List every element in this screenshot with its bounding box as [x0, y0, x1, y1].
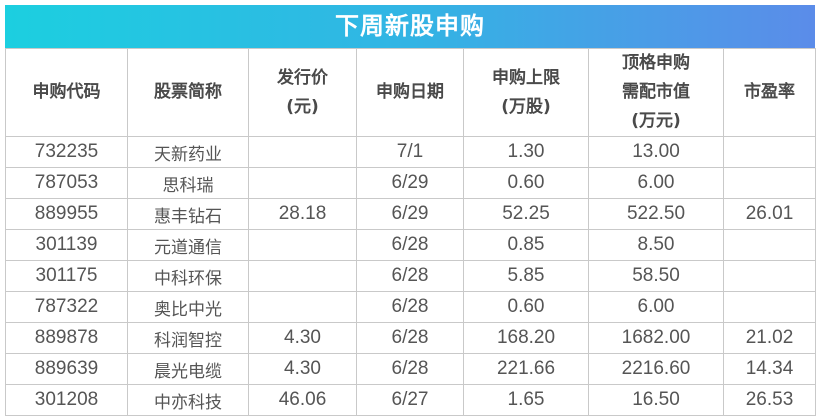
cell-name: 奥比中光	[127, 291, 249, 323]
cell-pe: 21.02	[723, 322, 816, 354]
cell-limit: 0.85	[463, 229, 589, 261]
column-header-limit: 申购上限 (万股)	[463, 48, 589, 137]
cell-price: 4.30	[248, 353, 357, 385]
table-row: 301139 元道通信 6/28 0.85 8.50	[5, 229, 816, 261]
cell-market-value: 6.00	[588, 291, 724, 323]
cell-price	[248, 291, 357, 323]
cell-code: 787053	[5, 167, 128, 199]
column-header-line: 申购日期	[376, 82, 444, 102]
cell-name: 中亦科技	[127, 384, 249, 416]
column-header-pe: 市盈率	[723, 48, 816, 137]
column-header-name: 股票简称	[127, 48, 249, 137]
cell-market-value: 1682.00	[588, 322, 724, 354]
cell-date: 6/28	[356, 322, 464, 354]
cell-name: 元道通信	[127, 229, 249, 261]
header-row: 申购代码 股票简称 发行价 (元) 申购日期 申购上限 (万股) 顶格申购需配市值 (万元) 市盈…	[5, 48, 816, 137]
table-row: 732235 天新药业 7/1 1.30 13.00	[5, 136, 816, 168]
cell-pe: 14.34	[723, 353, 816, 385]
column-header-line: 市盈率	[744, 82, 795, 102]
cell-name: 科润智控	[127, 322, 249, 354]
cell-price: 4.30	[248, 322, 357, 354]
column-header-line: 申购代码	[32, 82, 101, 102]
cell-price: 28.18	[248, 198, 357, 230]
column-header-line: (元)	[286, 96, 319, 117]
cell-limit: 221.66	[463, 353, 589, 385]
cell-code: 301139	[5, 229, 128, 261]
cell-code: 301175	[5, 260, 128, 292]
cell-pe	[723, 229, 816, 261]
cell-name: 天新药业	[127, 136, 249, 168]
cell-date: 6/28	[356, 260, 464, 292]
cell-code: 787322	[5, 291, 128, 323]
cell-limit: 168.20	[463, 322, 589, 354]
cell-code: 301208	[5, 384, 128, 416]
cell-name: 晨光电缆	[127, 353, 249, 385]
ipo-table: 申购代码 股票简称 发行价 (元) 申购日期 申购上限 (万股) 顶格申购需配市值 (万元) 市盈…	[5, 48, 816, 416]
cell-market-value: 6.00	[588, 167, 724, 199]
cell-code: 889955	[5, 198, 128, 230]
table-row: 889955 惠丰钻石 28.18 6/29 52.25 522.50 26.01	[5, 198, 816, 230]
cell-name: 惠丰钻石	[127, 198, 249, 230]
cell-pe: 26.53	[723, 384, 816, 416]
cell-limit: 0.60	[463, 167, 589, 199]
cell-date: 6/28	[356, 291, 464, 323]
cell-pe: 26.01	[723, 198, 816, 230]
column-header-code: 申购代码	[5, 48, 128, 137]
ipo-table-container: 下周新股申购 申购代码 股票简称 发行价 (元) 申购日期 申购上限 (万股) 顶格申购需配市…	[5, 5, 816, 416]
cell-name: 思科瑞	[127, 167, 249, 199]
cell-date: 6/29	[356, 198, 464, 230]
column-header-market-value: 顶格申购需配市值 (万元)	[588, 48, 724, 137]
table-row: 889639 晨光电缆 4.30 6/28 221.66 2216.60 14.34	[5, 353, 816, 385]
table-row: 889878 科润智控 4.30 6/28 168.20 1682.00 21.02	[5, 322, 816, 354]
column-header-line: 顶格申购	[622, 53, 690, 73]
cell-limit: 1.30	[463, 136, 589, 168]
cell-name: 中科环保	[127, 260, 249, 292]
column-header-price: 发行价 (元)	[248, 48, 357, 137]
cell-price	[248, 229, 357, 261]
table-row: 301175 中科环保 6/28 5.85 58.50	[5, 260, 816, 292]
cell-pe	[723, 136, 816, 168]
cell-date: 6/29	[356, 167, 464, 199]
cell-market-value: 13.00	[588, 136, 724, 168]
cell-limit: 5.85	[463, 260, 589, 292]
cell-price: 46.06	[248, 384, 357, 416]
column-header-line: 股票简称	[154, 82, 222, 102]
cell-pe	[723, 167, 816, 199]
table-row: 787053 思科瑞 6/29 0.60 6.00	[5, 167, 816, 199]
cell-limit: 1.65	[463, 384, 589, 416]
cell-date: 6/28	[356, 229, 464, 261]
cell-date: 7/1	[356, 136, 464, 168]
column-header-line: 需配市值	[622, 82, 690, 102]
table-title: 下周新股申购	[5, 5, 815, 48]
cell-code: 889878	[5, 322, 128, 354]
table-row: 787322 奥比中光 6/28 0.60 6.00	[5, 291, 816, 323]
column-header-line: (万元)	[631, 111, 681, 131]
cell-pe	[723, 291, 816, 323]
cell-price	[248, 136, 357, 168]
cell-market-value: 8.50	[588, 229, 724, 261]
column-header-line: 发行价	[277, 67, 328, 88]
cell-pe	[723, 260, 816, 292]
cell-limit: 52.25	[463, 198, 589, 230]
cell-market-value: 16.50	[588, 384, 724, 416]
cell-market-value: 58.50	[588, 260, 724, 292]
cell-price	[248, 260, 357, 292]
cell-market-value: 2216.60	[588, 353, 724, 385]
cell-date: 6/27	[356, 384, 464, 416]
column-header-line: (万股)	[501, 96, 551, 117]
table-row: 301208 中亦科技 46.06 6/27 1.65 16.50 26.53	[5, 384, 816, 416]
cell-date: 6/28	[356, 353, 464, 385]
cell-code: 889639	[5, 353, 128, 385]
cell-price	[248, 167, 357, 199]
cell-code: 732235	[5, 136, 128, 168]
column-header-date: 申购日期	[356, 48, 464, 137]
column-header-line: 申购上限	[492, 67, 560, 88]
cell-market-value: 522.50	[588, 198, 724, 230]
cell-limit: 0.60	[463, 291, 589, 323]
